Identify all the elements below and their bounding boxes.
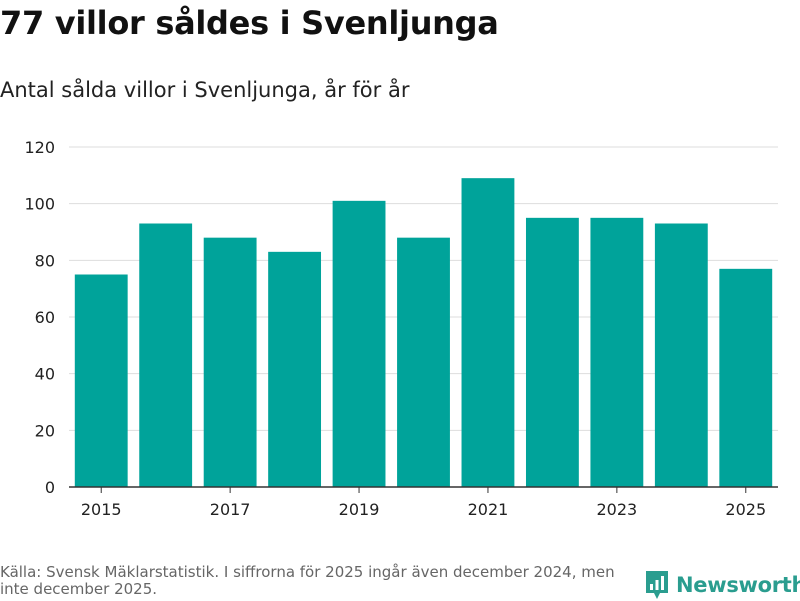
x-tick-label: 2025 [725,500,766,519]
bar-2021 [461,178,515,487]
bar-2022 [525,217,579,488]
bar-2019 [332,200,386,488]
bar-chart: 0 20 40 60 80 100 120 2015 2017 2019 2021 2023 2025 [24,138,778,519]
source-note: Källa: Svensk Mäklarstatistik. I siffror… [0,563,615,598]
newsworthy-logo-icon [646,571,668,599]
bar-2020 [397,237,450,487]
y-tick-label: 120 [24,138,55,157]
y-tick-label: 0 [45,478,55,497]
x-tick-label: 2019 [339,500,380,519]
y-tick-label: 80 [35,251,55,270]
bar-2025 [719,268,773,487]
y-tick-label: 100 [24,195,55,214]
bar-2016 [139,223,193,487]
newsworthy-brand-text: Newsworthy [676,573,800,597]
bar-2023 [590,217,644,488]
y-tick-label: 20 [35,421,55,440]
bars [74,178,773,488]
bar-2015 [74,274,128,487]
x-tick-label: 2023 [597,500,638,519]
x-tick-label: 2017 [210,500,251,519]
x-tick-label: 2015 [81,500,122,519]
newsworthy-logo: Newsworthy [644,569,800,601]
bar-2017 [203,237,257,487]
bar-2018 [268,251,322,487]
y-tick-label: 40 [35,365,55,384]
chart-subtitle: Antal sålda villor i Svenljunga, år för … [0,78,410,102]
bar-2024 [654,223,708,487]
x-axis-ticks: 2015 2017 2019 2021 2023 2025 [81,487,766,519]
y-tick-label: 60 [35,308,55,327]
chart-title: 77 villor såldes i Svenljunga [0,4,499,42]
x-tick-label: 2021 [468,500,509,519]
y-axis-ticks: 0 20 40 60 80 100 120 [24,138,55,497]
